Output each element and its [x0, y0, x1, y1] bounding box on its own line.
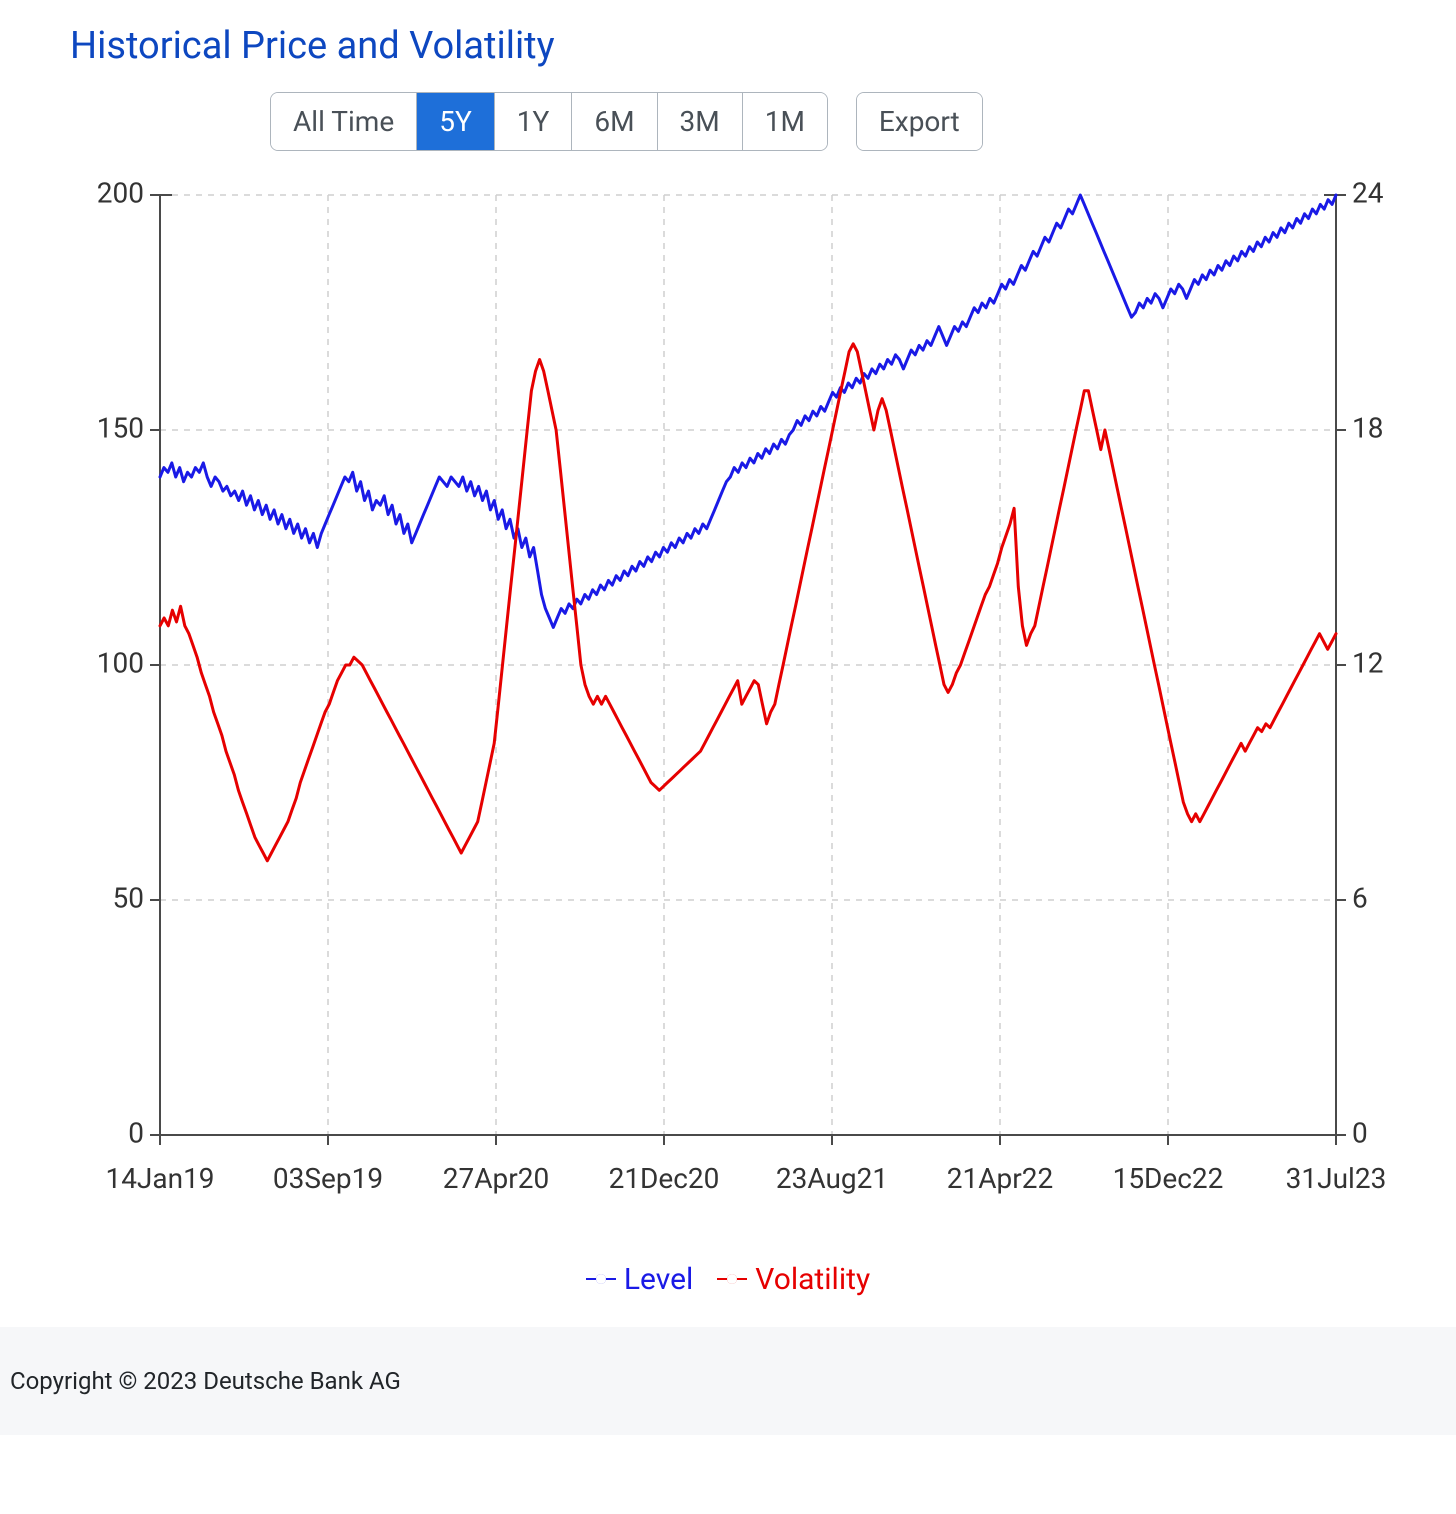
chart-title: Historical Price and Volatility [70, 24, 1396, 68]
svg-text:21Dec20: 21Dec20 [609, 1162, 720, 1195]
export-button[interactable]: Export [857, 93, 982, 150]
chart-toolbar: All Time5Y1Y6M3M1M Export [270, 92, 1396, 151]
export-button-group: Export [856, 92, 983, 151]
svg-text:18: 18 [1352, 411, 1383, 444]
svg-text:0: 0 [128, 1116, 144, 1149]
svg-text:12: 12 [1352, 646, 1383, 679]
legend-label: Level [624, 1262, 693, 1297]
svg-text:100: 100 [97, 646, 144, 679]
copyright-text: Copyright © 2023 Deutsche Bank AG [10, 1367, 401, 1395]
svg-text:14Jan19: 14Jan19 [105, 1162, 214, 1195]
svg-text:0: 0 [1352, 1116, 1368, 1149]
time-range-buttons: All Time5Y1Y6M3M1M [270, 92, 828, 151]
svg-text:150: 150 [97, 411, 144, 444]
series-volatility [160, 344, 1336, 861]
page-footer: Copyright © 2023 Deutsche Bank AG [0, 1327, 1456, 1435]
svg-text:15Dec22: 15Dec22 [1113, 1162, 1224, 1195]
svg-text:27Apr20: 27Apr20 [443, 1162, 549, 1195]
svg-text:6: 6 [1352, 881, 1368, 914]
svg-text:31Jul23: 31Jul23 [1286, 1162, 1387, 1195]
range-button-all-time[interactable]: All Time [271, 93, 416, 150]
range-button-1m[interactable]: 1M [742, 93, 827, 150]
svg-text:23Aug21: 23Aug21 [776, 1162, 888, 1195]
svg-text:50: 50 [113, 881, 144, 914]
legend-marker-icon [717, 1278, 747, 1280]
range-button-6m[interactable]: 6M [571, 93, 656, 150]
svg-text:200: 200 [97, 176, 144, 209]
legend-label: Volatility [755, 1262, 870, 1297]
price-volatility-chart: 0 50 100 150 200 0 6 12 18 24 14Jan19 03Sep19 27Apr2… [60, 175, 1396, 1235]
svg-text:21Apr22: 21Apr22 [947, 1162, 1053, 1195]
range-button-1y[interactable]: 1Y [494, 93, 572, 150]
legend-item-level[interactable]: Level [586, 1262, 693, 1297]
range-button-5y[interactable]: 5Y [416, 93, 494, 150]
series-level [160, 195, 1336, 627]
range-button-3m[interactable]: 3M [657, 93, 742, 150]
chart-legend: Level Volatility [60, 1235, 1396, 1327]
svg-text:24: 24 [1352, 176, 1384, 209]
svg-text:03Sep19: 03Sep19 [273, 1162, 383, 1195]
legend-marker-icon [586, 1278, 616, 1280]
chart-svg: 0 50 100 150 200 0 6 12 18 24 14Jan19 03Sep19 27Apr2… [60, 175, 1396, 1235]
legend-item-volatility[interactable]: Volatility [717, 1262, 870, 1297]
